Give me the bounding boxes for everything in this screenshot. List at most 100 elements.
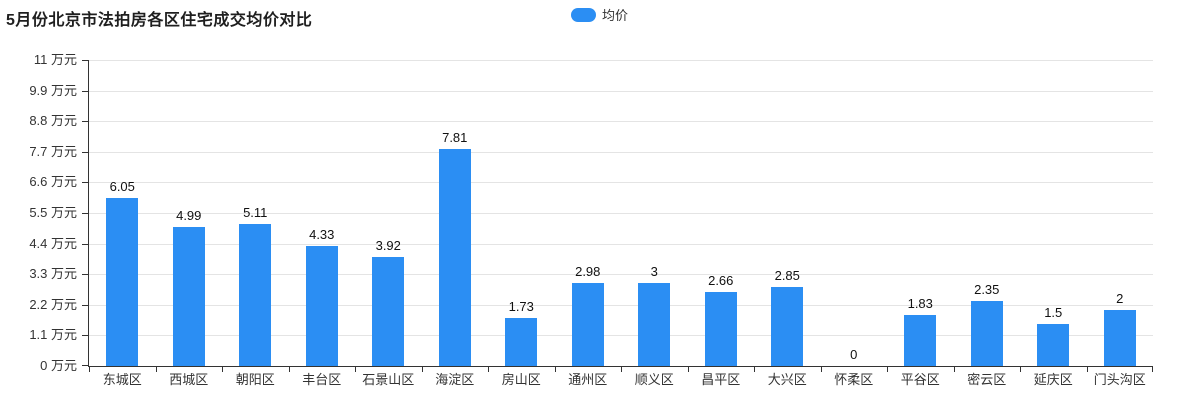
y-gridline <box>89 274 1153 276</box>
x-axis-label: 石景山区 <box>362 372 415 387</box>
x-axis-tick <box>421 367 423 372</box>
y-gridline <box>89 304 1153 306</box>
y-axis-tick <box>82 365 88 366</box>
legend-label: 均价 <box>602 8 629 23</box>
x-axis-tick <box>887 367 888 372</box>
bar-value-label: 3 <box>650 263 658 279</box>
y-axis-tick <box>82 90 88 92</box>
x-axis-label: 怀柔区 <box>834 372 874 387</box>
y-gridline <box>89 121 1153 123</box>
bar-value-label: 7.81 <box>442 129 468 145</box>
y-gridline <box>89 213 1153 214</box>
x-axis-tick <box>1152 367 1153 372</box>
y-gridline <box>89 182 1153 184</box>
x-axis-label: 朝阳区 <box>235 372 275 387</box>
x-axis-tick <box>953 367 955 372</box>
x-axis-tick <box>754 367 755 372</box>
y-axis-label: 6.6 万元 <box>29 174 77 190</box>
x-axis-tick <box>554 367 556 372</box>
bar[interactable] <box>1037 324 1070 366</box>
x-axis-label: 海淀区 <box>435 372 475 387</box>
bar-value-label: 5.11 <box>243 204 268 220</box>
x-axis-tick <box>222 367 223 372</box>
y-axis-label: 3.3 万元 <box>29 266 77 282</box>
x-axis-label: 门头沟区 <box>1093 372 1146 387</box>
bar-value-label: 2.66 <box>708 273 734 289</box>
bar[interactable] <box>771 286 804 366</box>
y-axis-tick <box>82 335 88 337</box>
x-axis-tick <box>1086 367 1088 372</box>
y-gridline <box>89 60 1153 61</box>
y-axis-label: 5.5 万元 <box>29 205 77 220</box>
bar-value-label: 3.92 <box>375 237 401 253</box>
y-axis-label: 9.9 万元 <box>29 82 77 98</box>
x-axis-tick <box>288 367 290 372</box>
y-gridline <box>89 335 1153 337</box>
x-axis-label: 延庆区 <box>1033 372 1073 387</box>
x-axis-label: 平谷区 <box>900 372 940 387</box>
y-axis-label: 8.8 万元 <box>29 113 77 129</box>
x-axis-label: 通州区 <box>568 372 608 387</box>
x-axis-tick <box>1020 367 1021 372</box>
bar-value-label: 2 <box>1116 291 1124 307</box>
bar-value-label: 2.35 <box>974 281 1000 297</box>
x-axis-tick <box>155 367 157 372</box>
x-axis-tick <box>355 367 356 372</box>
y-axis-tick <box>82 274 88 276</box>
x-axis-tick <box>621 367 622 372</box>
chart-title: 5月份北京市法拍房各区住宅成交均价对比 <box>6 12 313 29</box>
x-axis-tick <box>687 367 689 372</box>
plot-area: 0 万元 1.1 万元 2.2 万元 3.3 万元 4.4 万元 5.5 万元 6.6 万元… <box>29 52 1153 387</box>
x-axis-tick <box>820 367 822 372</box>
bar[interactable] <box>438 148 471 366</box>
bar-value-label: 0 <box>850 347 858 362</box>
x-axis-tick <box>89 367 90 372</box>
y-gridline <box>89 151 1153 153</box>
bar-value-label: 1.83 <box>907 296 933 312</box>
bar-value-label: 2.85 <box>774 267 800 283</box>
bar[interactable] <box>1103 310 1136 366</box>
x-axis-tick <box>488 367 489 372</box>
y-gridline <box>89 243 1153 245</box>
bar[interactable] <box>505 317 538 366</box>
bar-value-label: 1.73 <box>508 298 534 314</box>
y-axis-tick <box>82 213 88 214</box>
bar[interactable] <box>638 282 671 366</box>
x-axis-label: 房山区 <box>501 372 541 387</box>
bar[interactable] <box>970 300 1003 366</box>
bar-value-label: 6.05 <box>109 178 135 194</box>
y-axis-tick <box>82 151 88 153</box>
legend-swatch-icon <box>571 7 596 22</box>
x-axis-label: 西城区 <box>169 372 209 387</box>
legend-item[interactable]: 均价 <box>571 5 628 24</box>
x-axis-label: 东城区 <box>102 372 142 387</box>
bar[interactable] <box>704 292 737 366</box>
y-axis-tick <box>82 243 88 245</box>
bar[interactable] <box>372 256 405 366</box>
x-axis-label: 大兴区 <box>767 372 807 387</box>
x-axis-label: 顺义区 <box>634 372 674 387</box>
x-axis-label: 昌平区 <box>701 372 741 387</box>
y-gridline <box>89 90 1153 92</box>
bar[interactable] <box>172 227 205 366</box>
bar-value-label: 4.99 <box>176 208 202 224</box>
y-axis-label: 2.2 万元 <box>29 296 77 312</box>
bar[interactable] <box>571 283 604 366</box>
x-axis-label: 密云区 <box>967 372 1007 387</box>
bar[interactable] <box>904 315 937 366</box>
y-axis-label: 1.1 万元 <box>29 327 77 343</box>
bar[interactable] <box>239 223 272 366</box>
y-axis-tick <box>82 60 88 61</box>
bar[interactable] <box>305 245 338 366</box>
y-axis-tick <box>82 182 88 184</box>
bar[interactable] <box>106 197 139 366</box>
y-axis-tick <box>82 121 88 123</box>
bar-value-label: 2.98 <box>575 264 601 280</box>
bar-value-label: 4.33 <box>309 226 335 242</box>
x-axis-label: 丰台区 <box>302 372 342 387</box>
y-axis-tick <box>82 304 88 306</box>
y-axis-label: 0 万元 <box>40 358 77 373</box>
y-axis-label: 4.4 万元 <box>29 235 77 251</box>
bar-value-label: 1.5 <box>1044 305 1063 321</box>
